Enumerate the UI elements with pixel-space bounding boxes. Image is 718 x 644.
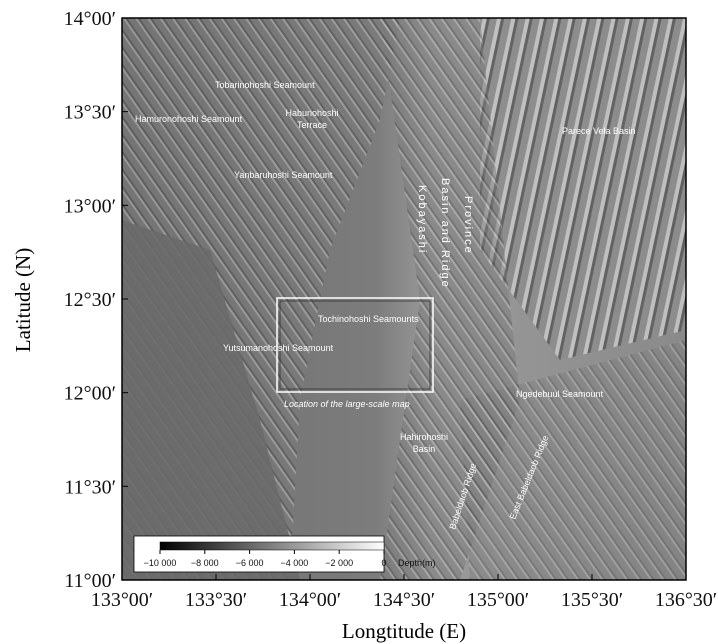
colorbar-tick-label: 0 (381, 558, 386, 568)
colorbar-tick-label: −6 000 (236, 558, 264, 568)
x-tick-label: 135°30′ (561, 589, 623, 611)
y-tick-label: 14°00′ (64, 8, 116, 30)
y-axis-title: Latitude (N) (11, 248, 35, 352)
colorbar-tick-label: −10 000 (144, 558, 177, 568)
y-tick-label: 12°30′ (64, 289, 116, 311)
inset-label: Location of the large-scale map (284, 399, 410, 409)
x-tick-label: 134°30′ (373, 589, 435, 611)
y-tick-label: 11°30′ (64, 476, 116, 498)
x-tick-label: 136°30′ (655, 589, 717, 611)
x-axis-title: Longtitude (E) (342, 619, 466, 643)
x-tick-label: 133°00′ (91, 589, 153, 611)
feature-label: Tochinohoshi Seamounts (318, 314, 419, 324)
colorbar-title: Depth(m) (398, 558, 436, 568)
map-figure: Tobarinohoshi Seamount Hamuronohoshi Sea… (0, 0, 718, 644)
feature-label: Yanbaruhoshi Seamount (234, 170, 333, 180)
y-tick-label: 13°30′ (64, 102, 116, 124)
feature-label: Basin (413, 444, 436, 454)
feature-label: Basin and Ridge (439, 178, 451, 289)
feature-label: Hamuronohoshi Seamount (135, 114, 243, 124)
feature-label: Yutsumanohoshi Seamount (223, 343, 334, 353)
y-tick-label: 12°00′ (64, 383, 116, 405)
feature-label: Tobarinohoshi Seamount (215, 80, 315, 90)
feature-label: Terrace (297, 120, 327, 130)
feature-label: Hahirohoshi (400, 432, 448, 442)
x-tick-label: 134°00′ (279, 589, 341, 611)
feature-label: Ngedebuul Seamount (516, 389, 604, 399)
x-tick-label: 135°00′ (467, 589, 529, 611)
feature-label: Habunohoshi (285, 108, 338, 118)
relief (122, 18, 686, 580)
y-tick-label: 13°00′ (64, 195, 116, 217)
colorbar-tick-label: −4 000 (281, 558, 309, 568)
colorbar-tick-label: −8 000 (191, 558, 219, 568)
feature-label: Kobayashi (416, 185, 428, 254)
y-tick-label: 11°00′ (64, 570, 116, 592)
x-tick-label: 133°30′ (185, 589, 247, 611)
feature-label: Parece Vela Basin (562, 126, 636, 136)
colorbar-tick-label: −2 000 (325, 558, 353, 568)
feature-label: Province (462, 196, 474, 255)
